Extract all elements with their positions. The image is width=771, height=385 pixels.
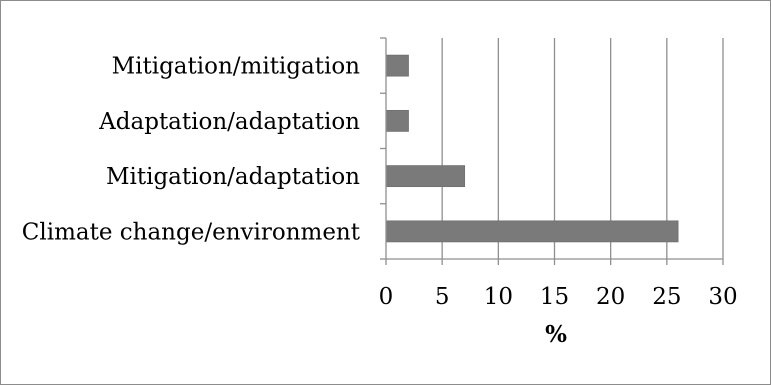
category-label-adaptation-adaptation: Adaptation/adaptation <box>98 109 360 135</box>
bars <box>385 54 679 243</box>
category-label-mitigation-mitigation: Mitigation/mitigation <box>112 54 361 80</box>
x-axis-title: % <box>545 321 567 348</box>
x-tick-label-20: 20 <box>596 284 625 310</box>
axes <box>380 37 724 265</box>
x-tick-label-10: 10 <box>484 284 513 310</box>
x-tick-label-15: 15 <box>540 284 569 310</box>
category-label-mitigation-adaptation: Mitigation/adaptation <box>106 164 360 190</box>
x-tick-label-5: 5 <box>435 284 450 310</box>
labels: Mitigation/mitigation Adaptation/adaptati… <box>22 54 738 310</box>
bar-climate-change-environment <box>385 220 679 243</box>
bar-mitigation-mitigation <box>385 54 409 77</box>
bar-adaptation-adaptation <box>385 109 409 132</box>
x-tick-label-25: 25 <box>652 284 681 310</box>
x-tick-label-0: 0 <box>379 284 394 310</box>
x-tick-label-30: 30 <box>708 284 737 310</box>
bar-mitigation-adaptation <box>385 165 466 188</box>
category-label-climate-change-environment: Climate change/environment <box>22 219 361 245</box>
